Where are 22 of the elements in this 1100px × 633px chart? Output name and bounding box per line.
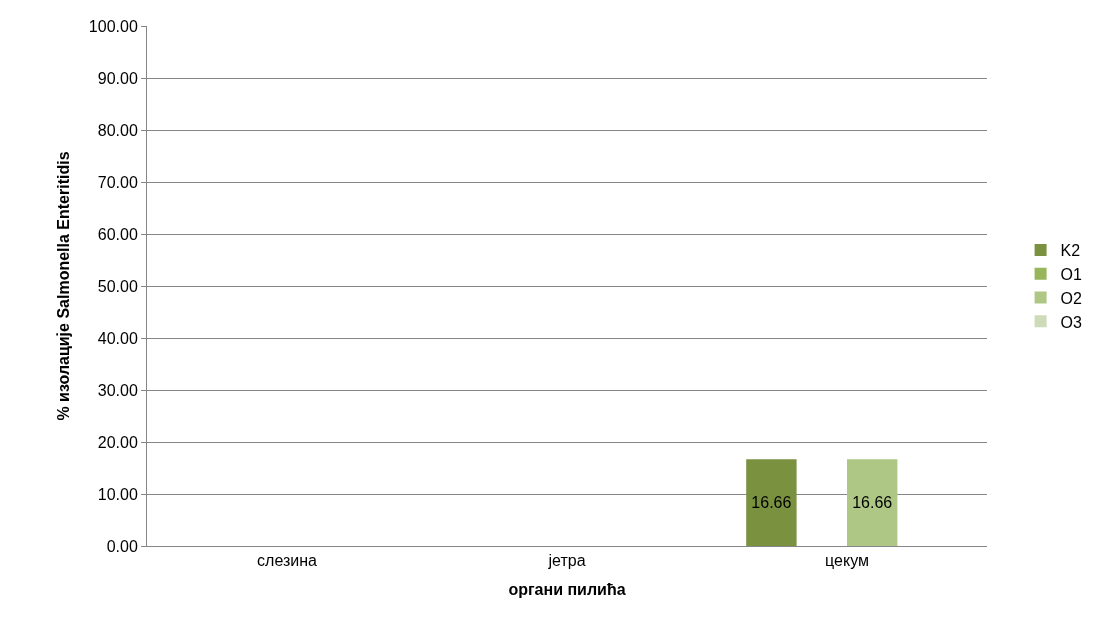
x-tick-label: слезина bbox=[257, 552, 318, 570]
y-tick-label: 90.00 bbox=[97, 69, 138, 87]
x-axis-title: органи пилића bbox=[508, 580, 626, 598]
y-tick-label: 70.00 bbox=[97, 173, 138, 191]
y-tick-label: 60.00 bbox=[97, 225, 138, 243]
data-label: 16.66 bbox=[751, 494, 792, 512]
y-tick-label: 50.00 bbox=[97, 277, 138, 295]
legend-label: O1 bbox=[1060, 265, 1083, 283]
legend-label: O2 bbox=[1060, 289, 1083, 307]
y-tick-label: 80.00 bbox=[97, 121, 138, 139]
legend-label: K2 bbox=[1060, 242, 1081, 260]
y-tick-label: 20.00 bbox=[97, 433, 138, 451]
y-tick-label: 10.00 bbox=[97, 485, 138, 503]
data-label: 16.66 bbox=[852, 494, 893, 512]
legend-label: O3 bbox=[1060, 313, 1083, 331]
y-tick-label: 100.00 bbox=[88, 17, 138, 35]
y-tick-label: 40.00 bbox=[97, 329, 138, 347]
x-tick-label: цекум bbox=[825, 552, 869, 570]
y-tick-label: 0.00 bbox=[106, 537, 138, 555]
y-tick-label: 30.00 bbox=[97, 381, 138, 399]
x-tick-label: јетра bbox=[547, 552, 586, 570]
y-axis-title: % изолације Salmonella Enteritidis bbox=[54, 151, 72, 421]
